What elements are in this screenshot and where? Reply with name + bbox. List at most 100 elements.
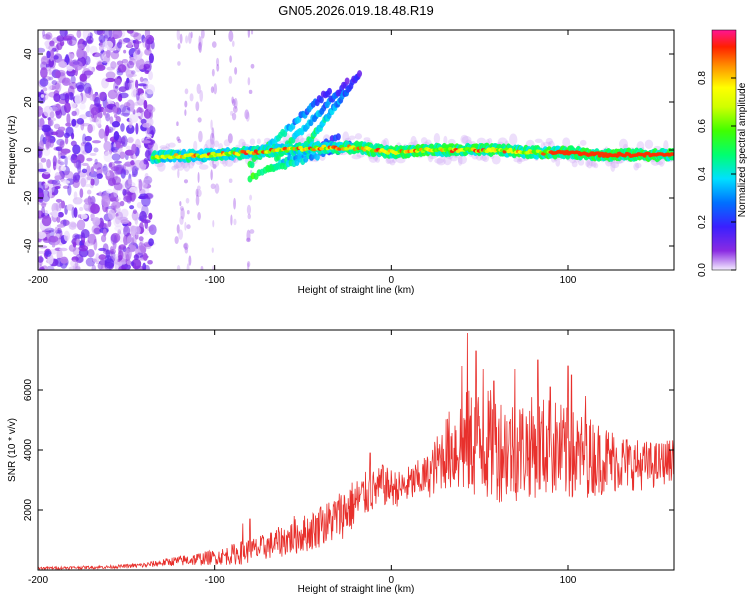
spectrogram-noise-column-blob xyxy=(246,204,252,215)
spectrogram-halo-blob xyxy=(354,133,363,140)
spectrogram-noise-blob xyxy=(111,121,121,128)
spectrogram-noise-blob xyxy=(74,93,82,105)
spectrogram-noise-column-blob xyxy=(176,224,180,234)
spectrogram-noise-blob xyxy=(79,114,88,120)
spectrogram-noise-blob xyxy=(108,209,116,220)
spectrogram-x-tick-label: 0 xyxy=(389,275,395,286)
spectrogram-noise-column-blob xyxy=(216,63,220,72)
spectrogram-noise-blob xyxy=(41,202,47,208)
spectrogram-noise-blob xyxy=(126,124,135,134)
spectrogram-noise-blob xyxy=(81,122,91,127)
spectrogram-noise-blob xyxy=(78,245,89,252)
spectrogram-halo-blob xyxy=(487,138,493,144)
spectrogram-noise-column-blob xyxy=(195,194,200,206)
spectrogram-noise-blob xyxy=(60,256,68,264)
spectrogram-noise-blob xyxy=(72,61,80,65)
spectrogram-noise-blob xyxy=(40,67,48,79)
spectrogram-halo-blob xyxy=(509,133,518,146)
spectrogram-halo-blob xyxy=(348,135,356,140)
spectrogram-noise-blob xyxy=(42,30,46,37)
spectrogram-noise-blob xyxy=(70,222,77,228)
spectrogram-noise-blob xyxy=(144,172,149,180)
spectrogram-rising-streak-blob xyxy=(327,87,332,95)
spectrogram-noise-blob xyxy=(148,70,153,81)
spectrogram-noise-blob xyxy=(123,49,127,54)
spectrogram-halo-blob xyxy=(385,157,391,165)
spectrogram-noise-column-blob xyxy=(197,117,202,123)
spectrogram-noise-blob xyxy=(142,253,148,261)
spectrogram-noise-blob xyxy=(69,81,78,90)
spectrogram-noise-blob xyxy=(110,61,117,69)
spectrogram-noise-blob xyxy=(84,135,92,142)
spectrogram-noise-blob xyxy=(103,140,112,152)
spectrogram-noise-blob xyxy=(86,157,93,162)
spectrogram-noise-column-blob xyxy=(210,119,213,131)
spectrogram-noise-column-blob xyxy=(211,247,214,253)
spectrogram-noise-column-blob xyxy=(214,183,220,194)
spectrogram-noise-blob xyxy=(113,131,120,141)
spectrogram-noise-blob xyxy=(133,159,144,169)
spectrogram-noise-column-blob xyxy=(210,169,213,181)
spectrogram-noise-blob xyxy=(95,253,100,263)
spectrogram-noise-blob xyxy=(105,49,111,59)
spectrogram-noise-blob xyxy=(123,234,129,246)
spectrogram-noise-blob xyxy=(49,186,53,199)
spectrogram-noise-blob xyxy=(68,221,77,230)
spectrogram-noise-blob xyxy=(135,90,140,101)
spectrogram-noise-column-blob xyxy=(247,30,251,38)
spectrogram-band-core-blob xyxy=(599,151,605,156)
spectrogram-noise-column-blob xyxy=(176,136,180,142)
spectrogram-noise-column-blob xyxy=(195,188,199,197)
spectrogram-band-core-blob xyxy=(448,146,453,151)
spectrogram-noise-blob xyxy=(126,235,135,246)
spectrogram-noise-column-blob xyxy=(184,246,189,254)
spectrogram-falling-streak-blob xyxy=(314,153,320,161)
spectrogram-noise-blob xyxy=(46,50,51,59)
spectrogram-noise-blob xyxy=(45,139,50,151)
spectrogram-halo-blob xyxy=(457,155,463,166)
spectrogram-noise-blob xyxy=(113,113,118,119)
spectrogram-noise-blob xyxy=(115,253,119,262)
spectrogram-noise-blob xyxy=(79,188,84,199)
spectrogram-noise-column-blob xyxy=(188,32,192,44)
spectrogram-halo-blob xyxy=(562,137,571,148)
spectrogram-noise-blob xyxy=(132,235,137,247)
spectrogram-noise-blob xyxy=(113,164,123,175)
spectrogram-halo-blob xyxy=(210,138,215,151)
spectrogram-noise-blob xyxy=(120,219,130,224)
colorbar-tick-label: 0.4 xyxy=(697,167,708,181)
spectrogram-halo-blob xyxy=(249,138,256,146)
spectrogram-noise-blob xyxy=(76,219,86,231)
spectrogram-noise-blob xyxy=(42,33,51,40)
spectrogram-halo-blob xyxy=(363,137,371,142)
spectrogram-noise-column-blob xyxy=(231,112,237,121)
spectrogram-noise-blob xyxy=(54,185,61,190)
spectrogram-noise-blob xyxy=(123,80,132,91)
spectrogram-noise-blob xyxy=(79,175,89,185)
spectrogram-noise-blob xyxy=(57,211,64,218)
spectrogram-rising-streak-blob xyxy=(344,77,350,85)
colorbar-ticks: 0.0 0.2 0.4 0.6 0.8 xyxy=(697,71,736,277)
snr-y-tick-label: 6000 xyxy=(23,378,34,401)
spectrogram-noise-blob xyxy=(143,158,149,165)
spectrogram-noise-blob xyxy=(143,63,151,70)
spectrogram-noise-blob xyxy=(111,153,121,161)
spectrogram-noise-blob xyxy=(92,52,101,58)
spectrogram-noise-blob xyxy=(102,228,107,237)
spectrogram-noise-blob xyxy=(95,64,106,71)
spectrogram-noise-blob xyxy=(128,77,135,90)
spectrogram-noise-column-blob xyxy=(200,265,204,270)
spectrogram-noise-blob xyxy=(141,219,151,224)
spectrogram-halo-blob xyxy=(491,155,501,165)
spectrogram-noise-blob xyxy=(72,241,77,248)
spectrogram-halo-blob xyxy=(663,140,669,152)
spectrogram-noise-blob xyxy=(126,260,132,266)
spectrogram-halo-blob xyxy=(542,141,552,147)
spectrogram-noise-blob xyxy=(89,170,98,178)
spectrogram-noise-blob xyxy=(130,103,135,113)
spectrogram-noise-column-blob xyxy=(176,121,179,127)
spectrogram-noise-blob xyxy=(82,133,87,145)
spectrogram-noise-column-blob xyxy=(185,197,190,204)
spectrogram-noise-blob xyxy=(115,78,122,86)
spectrogram-noise-column-blob xyxy=(176,265,181,270)
